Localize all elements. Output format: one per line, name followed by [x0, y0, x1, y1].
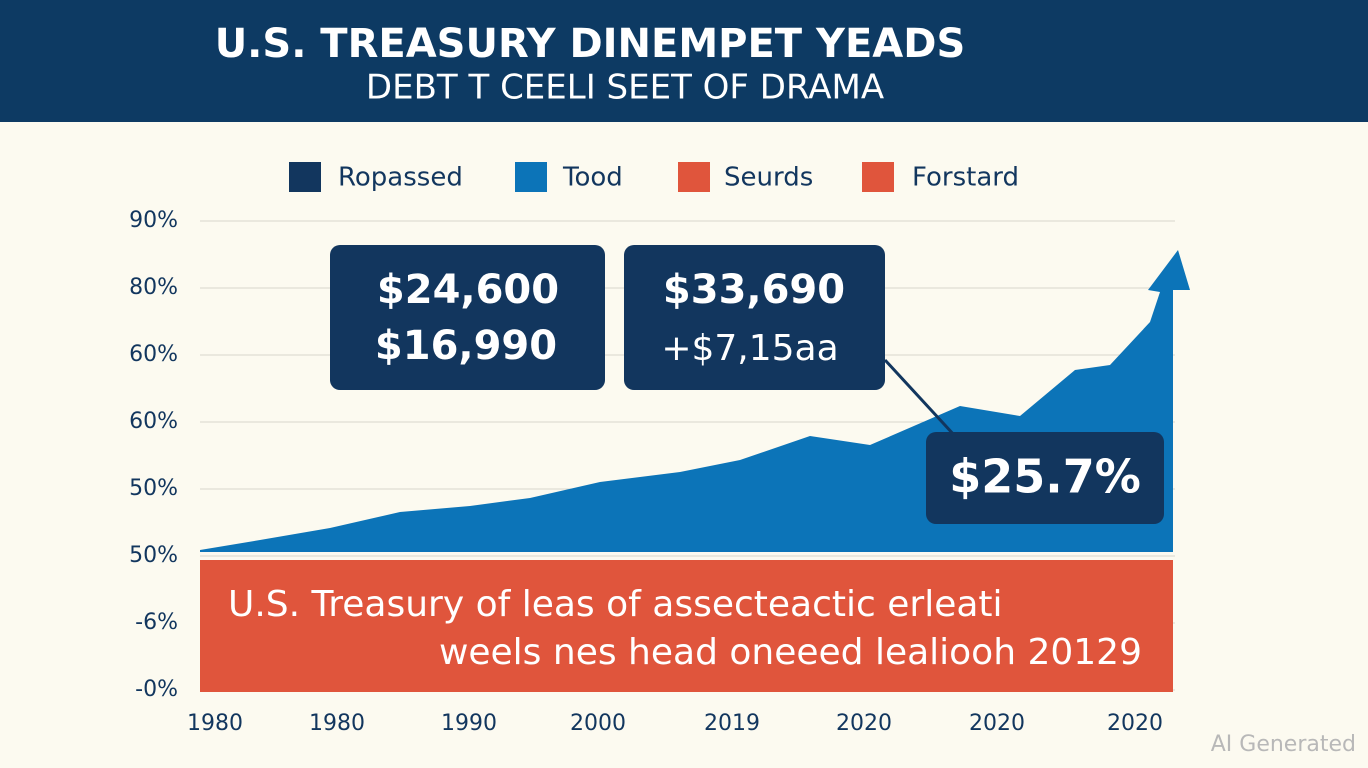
- callout-text: $33,690: [663, 267, 845, 313]
- callout: [926, 432, 1164, 524]
- callout-text: +$7,15aa: [661, 328, 838, 369]
- x-axis-label: 1980: [309, 711, 365, 736]
- legend-label: Ropassed: [338, 163, 463, 193]
- legend-swatch: [289, 162, 321, 192]
- y-axis-label: 50%: [129, 543, 178, 568]
- x-axis-label: 2000: [570, 711, 626, 736]
- y-axis-label: 60%: [129, 342, 178, 367]
- callout-text: $24,600: [377, 267, 559, 313]
- banner: [200, 560, 1173, 692]
- y-axis-label: 80%: [129, 275, 178, 300]
- y-axis-label: 60%: [129, 409, 178, 434]
- x-axis-label: 1990: [441, 711, 497, 736]
- header-band: [0, 0, 1368, 122]
- callout: [330, 245, 605, 390]
- subtitle: DEBT T CEELI SEET OF DRAMA: [366, 68, 884, 108]
- y-axis-label: -0%: [135, 677, 178, 702]
- legend: Ropassed Tood Seurds Forstard: [289, 162, 1019, 193]
- connector: [883, 358, 957, 438]
- x-axis-label: 2019: [704, 711, 760, 736]
- watermark: AI Generated: [1211, 732, 1356, 757]
- y-axis-label: 90%: [129, 208, 178, 233]
- legend-label: Tood: [562, 163, 623, 193]
- x-axis-label: 2020: [969, 711, 1025, 736]
- callout-text: $25.7%: [949, 450, 1141, 504]
- y-axis-label: -6%: [135, 610, 178, 635]
- legend-swatch: [515, 162, 547, 192]
- legend-swatch: [862, 162, 894, 192]
- banner-text: U.S. Treasury of leas of assecteactic er…: [228, 584, 1003, 625]
- x-axis: 1980 1980 1990 2000 2019 2020 2020 2020: [187, 711, 1163, 736]
- x-axis-label: 2020: [836, 711, 892, 736]
- x-axis-label: 1980: [187, 711, 243, 736]
- banner-text: weels nes head oneeed lealiooh 20129: [439, 632, 1142, 673]
- legend-label: Seurds: [724, 163, 813, 193]
- y-axis-label: 50%: [129, 476, 178, 501]
- x-axis-label: 2020: [1107, 711, 1163, 736]
- callout: [624, 245, 885, 390]
- title: U.S. TREASURY DINEMPET YEADS: [215, 21, 966, 67]
- callout-text: $16,990: [375, 323, 557, 369]
- legend-swatch: [678, 162, 710, 192]
- legend-label: Forstard: [912, 163, 1019, 193]
